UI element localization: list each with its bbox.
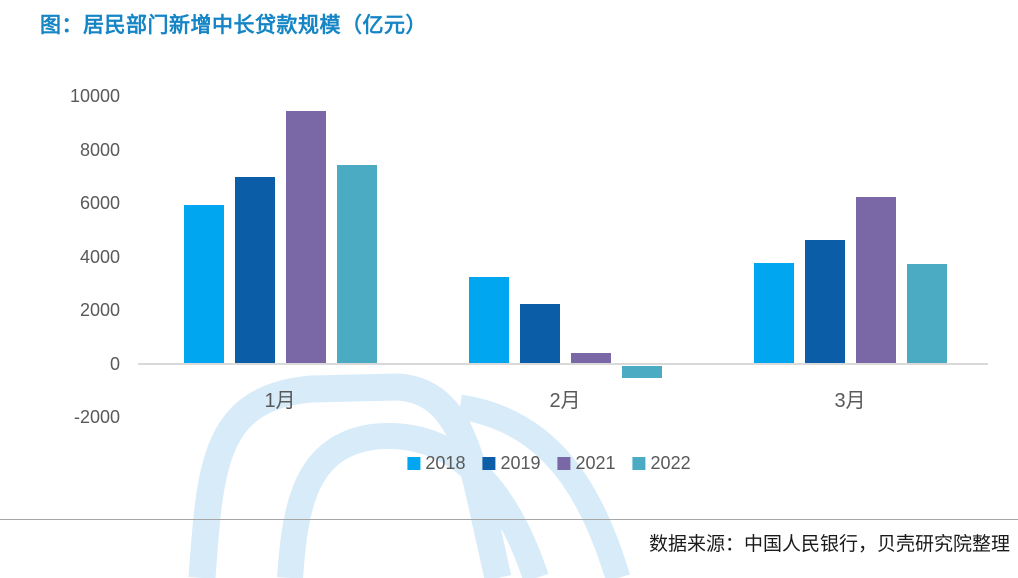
y-axis-tick-label: 10000 <box>69 86 120 106</box>
legend-item-2019: 2019 <box>482 453 541 474</box>
x-axis-label: 1月 <box>264 390 296 412</box>
legend-label: 2018 <box>425 453 466 473</box>
footer-divider <box>0 519 1018 520</box>
bar-2021-2月 <box>570 352 611 364</box>
bar-2018-3月 <box>753 262 794 364</box>
legend-swatch-icon <box>407 457 421 470</box>
legend-label: 2022 <box>650 453 691 473</box>
legend-label: 2021 <box>575 453 616 473</box>
legend-swatch-icon <box>557 457 571 470</box>
chart-title: 图：居民部门新增中长贷款规模（亿元） <box>40 14 427 37</box>
y-axis-tick-label: 2000 <box>79 300 120 320</box>
legend-item-2022: 2022 <box>632 453 691 474</box>
bar-2019-3月 <box>804 240 845 364</box>
bar-2022-1月 <box>336 164 377 364</box>
legend-item-2018: 2018 <box>407 453 465 474</box>
x-axis-label: 3月 <box>834 390 866 412</box>
chart-legend: 2018 2019 2021 2022 <box>407 453 691 474</box>
legend-item-2021: 2021 <box>557 453 616 474</box>
data-source-note: 数据来源：中国人民银行，贝壳研究院整理 <box>648 534 1010 555</box>
bar-2019-2月 <box>519 303 560 364</box>
x-axis-baseline <box>138 362 988 365</box>
bar-2018-1月 <box>183 205 224 364</box>
bar-2021-3月 <box>855 196 896 364</box>
legend-label: 2019 <box>500 453 541 473</box>
y-axis-tick-label: 8000 <box>79 139 120 160</box>
legend-swatch-icon <box>632 457 646 470</box>
y-axis-tick-label: -2000 <box>73 407 120 427</box>
bar-2021-1月 <box>285 110 326 364</box>
bar-2019-1月 <box>234 177 275 364</box>
bar-2022-3月 <box>906 263 947 364</box>
bar-2022-2月 <box>621 365 662 378</box>
legend-swatch-icon <box>482 457 496 470</box>
bar-2018-2月 <box>468 277 509 364</box>
x-axis-label: 2月 <box>549 390 581 412</box>
y-axis-tick-label: 0 <box>109 353 120 374</box>
bar-chart: 10000 8000 6000 4000 2000 0 -2000 1月 2月 3月 <box>69 86 988 427</box>
y-axis-tick-label: 6000 <box>79 193 120 213</box>
y-axis-tick-label: 4000 <box>79 246 120 267</box>
